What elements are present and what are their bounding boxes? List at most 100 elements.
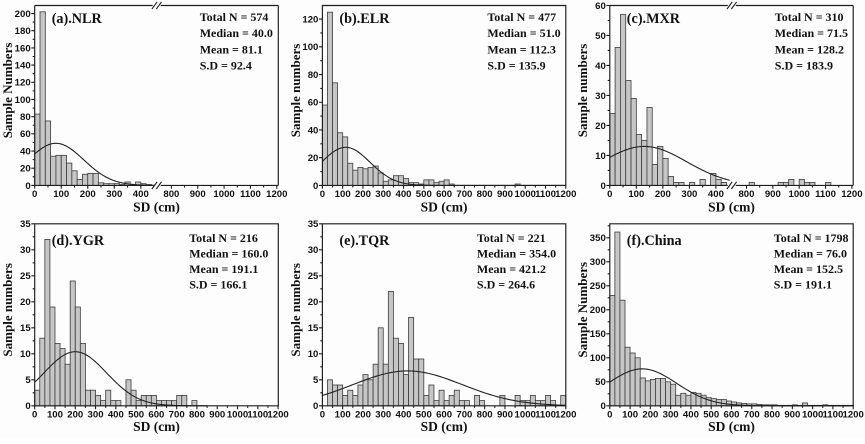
svg-text:(c).MXR: (c).MXR: [627, 11, 681, 27]
svg-text:25: 25: [308, 271, 319, 282]
svg-text:100: 100: [53, 189, 69, 200]
svg-text:60: 60: [20, 129, 31, 140]
svg-text:600: 600: [436, 189, 452, 200]
svg-text:120: 120: [15, 78, 31, 89]
svg-text:200: 200: [355, 409, 371, 420]
svg-text:(e).TQR: (e).TQR: [339, 233, 390, 249]
svg-text:Sample numbers: Sample numbers: [0, 263, 15, 357]
svg-text:400: 400: [683, 409, 699, 420]
svg-text:400: 400: [396, 409, 412, 420]
svg-text:Median = 40.0: Median = 40.0: [200, 26, 273, 40]
svg-text:100: 100: [622, 409, 638, 420]
svg-text:20: 20: [20, 297, 31, 308]
svg-text:400: 400: [133, 189, 149, 200]
svg-text:Sample numbers: Sample numbers: [288, 263, 303, 357]
svg-text:0: 0: [320, 409, 325, 420]
svg-text:0: 0: [32, 189, 37, 200]
svg-text:20: 20: [308, 297, 319, 308]
svg-text:0: 0: [313, 401, 318, 412]
svg-text:SD (cm): SD (cm): [133, 419, 180, 434]
svg-text:SD (cm): SD (cm): [421, 200, 468, 215]
svg-text:0: 0: [607, 189, 612, 200]
svg-text:80: 80: [308, 70, 319, 81]
svg-text:0: 0: [320, 189, 325, 200]
svg-text:350: 350: [590, 233, 606, 244]
svg-text:S.D = 183.9: S.D = 183.9: [775, 59, 833, 73]
svg-text:100: 100: [335, 189, 351, 200]
svg-text:1000: 1000: [515, 189, 536, 200]
svg-text:160: 160: [15, 43, 31, 54]
svg-text:Mean = 112.3: Mean = 112.3: [487, 42, 556, 56]
svg-text:900: 900: [765, 189, 781, 200]
svg-text:S.D = 166.1: S.D = 166.1: [189, 278, 247, 292]
svg-text:140: 140: [15, 60, 31, 71]
svg-text:0: 0: [607, 409, 612, 420]
svg-text:1100: 1100: [535, 189, 556, 200]
svg-text:200: 200: [655, 189, 671, 200]
svg-text:250: 250: [590, 281, 606, 292]
svg-text:200: 200: [590, 305, 606, 316]
svg-text:30: 30: [595, 91, 606, 102]
svg-text:80: 80: [20, 112, 31, 123]
svg-text:900: 900: [784, 409, 800, 420]
svg-text:35: 35: [20, 219, 31, 230]
svg-text:1100: 1100: [815, 189, 836, 200]
svg-text:800: 800: [189, 409, 205, 420]
svg-text:1200: 1200: [843, 409, 864, 420]
svg-text:Total N = 477: Total N = 477: [487, 10, 556, 24]
svg-text:0: 0: [32, 409, 37, 420]
svg-text:300: 300: [88, 409, 104, 420]
svg-text:Sample Numbers: Sample Numbers: [575, 262, 590, 358]
svg-text:300: 300: [590, 257, 606, 268]
svg-text:100: 100: [15, 95, 31, 106]
svg-text:400: 400: [708, 189, 724, 200]
svg-text:0: 0: [25, 181, 30, 192]
svg-text:1100: 1100: [535, 409, 556, 420]
svg-text:200: 200: [355, 189, 371, 200]
svg-text:Median = 354.0: Median = 354.0: [477, 246, 556, 260]
svg-text:1200: 1200: [555, 409, 576, 420]
svg-text:40: 40: [20, 146, 31, 157]
svg-text:800: 800: [163, 189, 179, 200]
svg-text:Total N = 216: Total N = 216: [189, 231, 258, 245]
svg-text:(a).NLR: (a).NLR: [52, 11, 103, 27]
svg-text:60: 60: [595, 1, 606, 12]
svg-text:1000: 1000: [213, 189, 234, 200]
svg-text:800: 800: [738, 189, 754, 200]
svg-text:Mean = 152.5: Mean = 152.5: [774, 262, 843, 276]
svg-text:1000: 1000: [789, 189, 810, 200]
svg-text:300: 300: [681, 189, 697, 200]
svg-text:35: 35: [308, 219, 319, 230]
svg-text:100: 100: [590, 353, 606, 364]
svg-text:1200: 1200: [841, 189, 862, 200]
svg-text:1100: 1100: [240, 189, 261, 200]
svg-text:5: 5: [25, 375, 31, 386]
svg-text:Total N = 1798: Total N = 1798: [774, 231, 849, 245]
svg-text:200: 200: [80, 189, 96, 200]
svg-text:500: 500: [416, 189, 432, 200]
svg-text:900: 900: [497, 409, 513, 420]
svg-text:300: 300: [663, 409, 679, 420]
svg-text:10: 10: [595, 151, 606, 162]
svg-text:200: 200: [67, 409, 83, 420]
svg-text:300: 300: [106, 189, 122, 200]
svg-text:900: 900: [209, 409, 225, 420]
svg-text:1200: 1200: [267, 409, 288, 420]
svg-text:Median = 76.0: Median = 76.0: [774, 246, 847, 260]
svg-text:1000: 1000: [802, 409, 823, 420]
svg-text:800: 800: [764, 409, 780, 420]
svg-text:Total N = 221: Total N = 221: [477, 231, 546, 245]
svg-text:1100: 1100: [822, 409, 843, 420]
svg-text:Mean = 191.1: Mean = 191.1: [189, 262, 258, 276]
svg-text:Median = 160.0: Median = 160.0: [189, 246, 268, 260]
svg-text:100: 100: [47, 409, 63, 420]
svg-text:Mean = 81.1: Mean = 81.1: [200, 42, 263, 56]
svg-text:1100: 1100: [247, 409, 268, 420]
svg-text:Sample numbers: Sample numbers: [575, 44, 590, 138]
svg-text:Sample numbers: Sample numbers: [288, 44, 303, 138]
svg-text:1200: 1200: [555, 189, 576, 200]
svg-text:Median = 51.0: Median = 51.0: [487, 26, 560, 40]
svg-text:25: 25: [20, 271, 31, 282]
svg-text:0: 0: [600, 181, 605, 192]
svg-text:Mean = 421.2: Mean = 421.2: [477, 262, 546, 276]
